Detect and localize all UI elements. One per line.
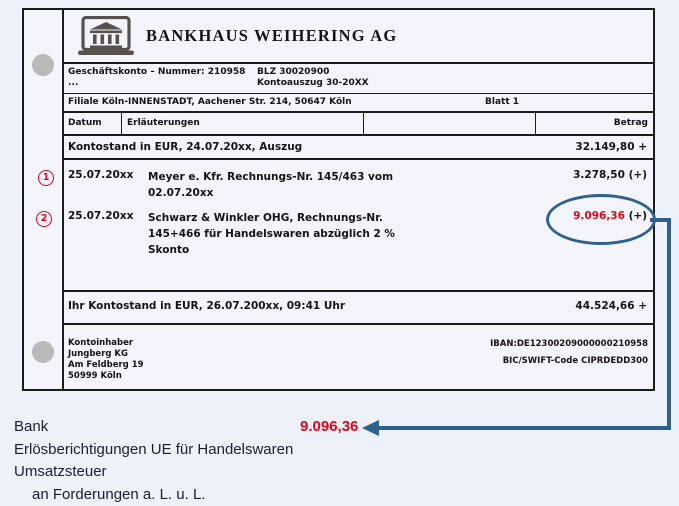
closing-balance-label: Ihr Kontostand in EUR, 26.07.200xx, 09:4… <box>68 300 346 313</box>
transaction-marker-1: 1 <box>38 170 54 186</box>
bank-building-on-laptop-icon <box>78 16 134 55</box>
owner-city: 50999 Köln <box>68 371 122 381</box>
journal-account-bank: Bank <box>14 418 49 435</box>
bank-codes-block: IBAN:DE12300209000000210958 BIC/SWIFT-Co… <box>490 339 648 366</box>
bank-code-blz: BLZ 30020900 <box>257 67 330 77</box>
account-ellipsis: ... <box>68 78 79 88</box>
branch-address: Filiale Köln-INNENSTADT, Aachener Str. 2… <box>68 96 352 107</box>
statement-footer: Kontoinhaber Jungberg KG Am Feldberg 19 … <box>64 325 653 389</box>
owner-label: Kontoinhaber <box>68 338 134 348</box>
statement-number: Kontoauszug 30-20XX <box>257 78 369 88</box>
highlight-ellipse <box>546 194 656 245</box>
transaction-description: Schwarz & Winkler OHG, Rechnungs-Nr. 145… <box>148 211 395 256</box>
transaction-date: 25.07.20xx <box>68 168 134 181</box>
transaction-marker-2: 2 <box>36 211 52 227</box>
bic: BIC/SWIFT-Code CIPRDEDD300 <box>502 356 648 366</box>
transaction-description: Meyer e. Kfr. Rechnungs-Nr. 145/463 vom … <box>148 170 394 199</box>
column-header-date: Datum <box>64 112 122 134</box>
sheet-number: Blatt 1 <box>485 96 520 107</box>
column-header-amount: Betrag <box>613 118 648 128</box>
journal-entry: Bank 9.096,36 Erlösberichtigungen UE für… <box>14 416 454 506</box>
transaction-amount: 3.278,50 (+) <box>573 169 647 181</box>
journal-line-umsatzsteuer: Umsatzsteuer <box>14 463 107 480</box>
iban: IBAN:DE12300209000000210958 <box>490 339 648 349</box>
branch-section: Filiale Köln-INNENSTADT, Aachener Str. 2… <box>64 95 653 113</box>
closing-balance-row: Ihr Kontostand in EUR, 26.07.200xx, 09:4… <box>64 290 653 325</box>
punch-hole-icon <box>32 341 54 363</box>
closing-balance-amount: 44.524,66 + <box>575 300 647 313</box>
table-header-row: Datum Erläuterungen Betrag <box>64 112 653 136</box>
transaction-amount-value: 3.278,50 <box>573 168 625 181</box>
account-number: Geschäftskonto – Nummer: 210958 <box>68 67 246 77</box>
column-header-empty <box>364 112 536 134</box>
statement-margin-column <box>24 10 64 389</box>
opening-balance-row: Kontostand in EUR, 24.07.20xx, Auszug 32… <box>64 136 653 160</box>
journal-amount: 9.096,36 <box>300 418 359 435</box>
transaction-date: 25.07.20xx <box>68 209 134 222</box>
opening-balance-amount: 32.149,80 + <box>575 140 647 153</box>
journal-line-erloesberichtigungen: Erlösberichtigungen UE für Handelswaren <box>14 440 294 458</box>
account-owner-block: Kontoinhaber Jungberg KG Am Feldberg 19 … <box>68 338 144 382</box>
column-header-description: Erläuterungen <box>122 112 364 134</box>
account-info-section: Geschäftskonto – Nummer: 210958 BLZ 3002… <box>64 64 653 94</box>
punch-hole-icon <box>32 54 54 76</box>
statement-header: BANKHAUS WEIHERING AG <box>64 10 653 64</box>
journal-line-bank: Bank 9.096,36 <box>14 416 454 439</box>
transaction-amount-sign: (+) <box>624 168 647 181</box>
owner-street: Am Feldberg 19 <box>68 360 144 370</box>
opening-balance-label: Kontostand in EUR, 24.07.20xx, Auszug <box>68 140 303 153</box>
journal-line-forderungen: an Forderungen a. L. u. L. <box>32 485 206 503</box>
bank-name: BANKHAUS WEIHERING AG <box>146 26 398 45</box>
owner-name: Jungberg KG <box>68 349 128 359</box>
bank-statement-document: 1 2 BANKHAUS WEIHERING AG Geschäftskonto… <box>22 8 655 391</box>
